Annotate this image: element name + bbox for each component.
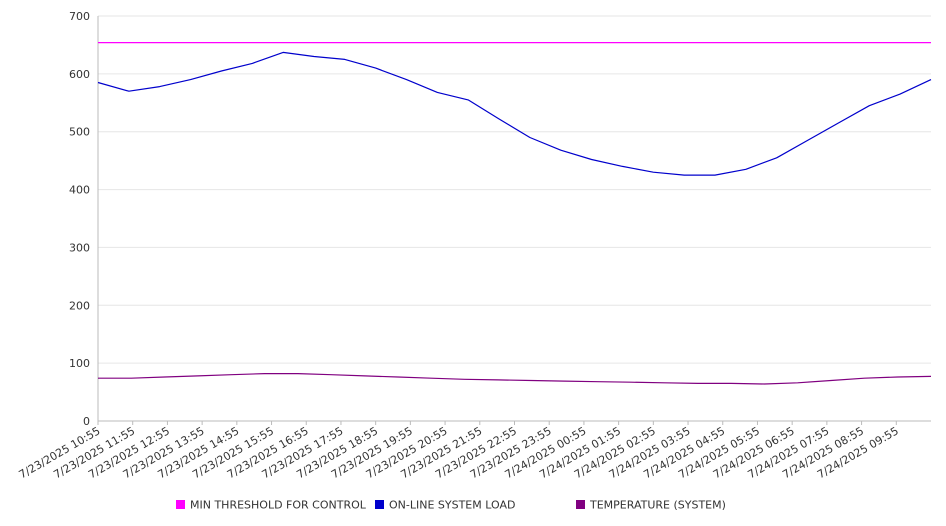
legend-label: MIN THRESHOLD FOR CONTROL [190,499,367,512]
y-tick-label: 0 [83,415,90,428]
legend-swatch [576,500,585,509]
legend-label: ON-LINE SYSTEM LOAD [389,499,515,512]
series-lines [97,41,932,385]
y-tick-label: 500 [69,126,90,139]
y-tick-labels: 0 100 200 300 400 500 600 700 [69,10,90,428]
legend-label: TEMPERATURE (SYSTEM) [589,499,726,512]
y-tick-label: 400 [69,184,90,197]
legend-swatch [176,500,185,509]
legend: MIN THRESHOLD FOR CONTROL ON-LINE SYSTEM … [176,499,726,512]
series-line-2 [97,51,932,176]
y-tick-label: 300 [69,241,90,254]
legend-swatch [375,500,384,509]
x-tick-labels: 7/23/2025 10:557/23/2025 11:557/23/2025 … [17,421,901,481]
y-tick-label: 700 [69,10,90,23]
y-tick-label: 600 [69,68,90,81]
series-line-3 [98,373,932,385]
grid-lines [98,15,931,364]
y-tick-label: 200 [69,299,90,312]
y-tick-label: 100 [69,357,90,370]
axes [97,16,931,422]
